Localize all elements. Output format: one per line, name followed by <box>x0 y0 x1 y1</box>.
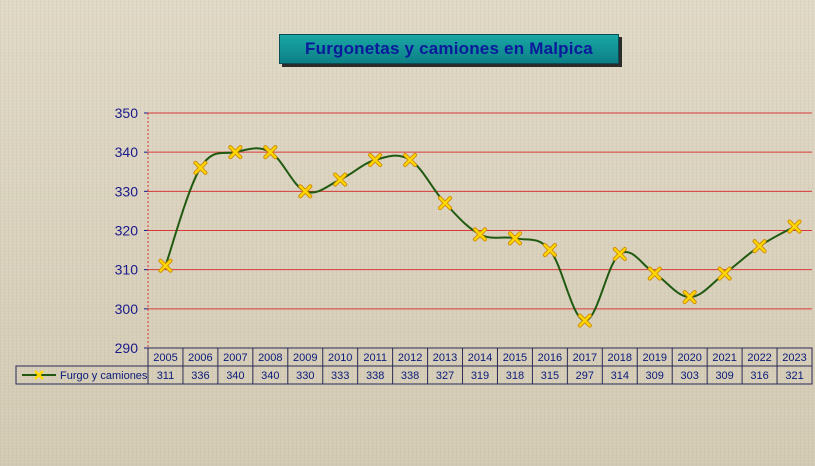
data-point-marker <box>193 160 208 175</box>
x-tick-label: 2019 <box>642 352 666 364</box>
data-point-marker <box>158 258 173 273</box>
data-label: 340 <box>261 370 279 382</box>
x-tick-label: 2018 <box>608 352 632 364</box>
data-point-marker <box>228 145 243 160</box>
x-tick-label: 2012 <box>398 352 422 364</box>
y-tick-label: 310 <box>115 262 139 278</box>
y-tick-label: 340 <box>115 144 139 160</box>
data-point-marker <box>403 153 418 167</box>
x-tick-label: 2005 <box>153 352 177 364</box>
data-label: 318 <box>506 370 524 382</box>
data-point-marker <box>612 247 627 261</box>
x-tick-label: 2017 <box>573 352 597 364</box>
y-tick-label: 330 <box>115 183 139 199</box>
chart-title: Furgonetas y camiones en Malpica <box>305 39 593 58</box>
data-label: 314 <box>611 370 629 382</box>
data-point-marker <box>542 243 557 258</box>
data-label: 311 <box>157 370 175 382</box>
data-point-marker <box>473 227 487 242</box>
chart-title-box: Furgonetas y camiones en Malpica <box>279 34 619 64</box>
data-point-marker <box>368 153 383 167</box>
data-label: 309 <box>715 370 733 382</box>
legend-label: Furgo y camiones <box>60 370 148 382</box>
y-axis-tick-labels: 290 300 310 320 330 340 350 <box>115 105 139 356</box>
data-point-marker <box>717 266 732 281</box>
x-tick-label: 2015 <box>503 352 527 364</box>
x-tick-label: 2006 <box>188 352 212 364</box>
data-label: 327 <box>436 370 454 382</box>
x-tick-label: 2020 <box>677 352 701 364</box>
x-tick-label: 2008 <box>258 352 282 364</box>
data-point-marker <box>438 196 453 211</box>
data-label: 303 <box>681 370 699 382</box>
x-tick-label: 2011 <box>363 352 387 364</box>
x-tick-label: 2022 <box>747 352 771 364</box>
data-table: 2005 311 2006 336 2007 340 2008 340 2009 330 2010 3… <box>15 347 813 385</box>
data-label: 319 <box>471 370 489 382</box>
y-tick-label: 300 <box>115 301 139 317</box>
data-label: 297 <box>576 370 594 382</box>
data-label: 309 <box>646 370 664 382</box>
data-point-marker <box>682 290 697 305</box>
data-label: 315 <box>541 370 559 382</box>
data-point-marker <box>507 231 522 246</box>
x-tick-label: 2010 <box>328 352 352 364</box>
x-tick-label: 2016 <box>538 352 562 364</box>
x-tick-label: 2021 <box>712 352 736 364</box>
data-label: 338 <box>401 370 419 382</box>
data-label: 316 <box>750 370 768 382</box>
data-point-marker <box>752 239 767 254</box>
series-markers <box>158 145 802 328</box>
data-point-marker <box>298 184 313 199</box>
data-point-marker <box>263 145 278 160</box>
data-label: 338 <box>366 370 384 382</box>
data-point-marker <box>647 266 662 281</box>
data-label: 333 <box>331 370 349 382</box>
y-tick-label: 350 <box>115 105 139 121</box>
data-label: 321 <box>785 370 803 382</box>
data-label: 340 <box>226 370 244 382</box>
x-tick-label: 2007 <box>223 352 247 364</box>
x-tick-label: 2013 <box>433 352 457 364</box>
data-point-marker <box>333 172 348 187</box>
y-tick-label: 320 <box>115 223 139 239</box>
x-tick-label: 2009 <box>293 352 317 364</box>
data-point-marker <box>577 313 592 328</box>
data-label: 336 <box>191 370 209 382</box>
x-tick-label: 2023 <box>782 352 806 364</box>
y-tick-label: 290 <box>115 340 139 356</box>
gridlines <box>144 112 812 349</box>
x-tick-label: 2014 <box>468 352 492 364</box>
data-point-marker <box>787 219 802 234</box>
data-label: 330 <box>296 370 314 382</box>
legend-marker-swatch <box>34 370 44 380</box>
